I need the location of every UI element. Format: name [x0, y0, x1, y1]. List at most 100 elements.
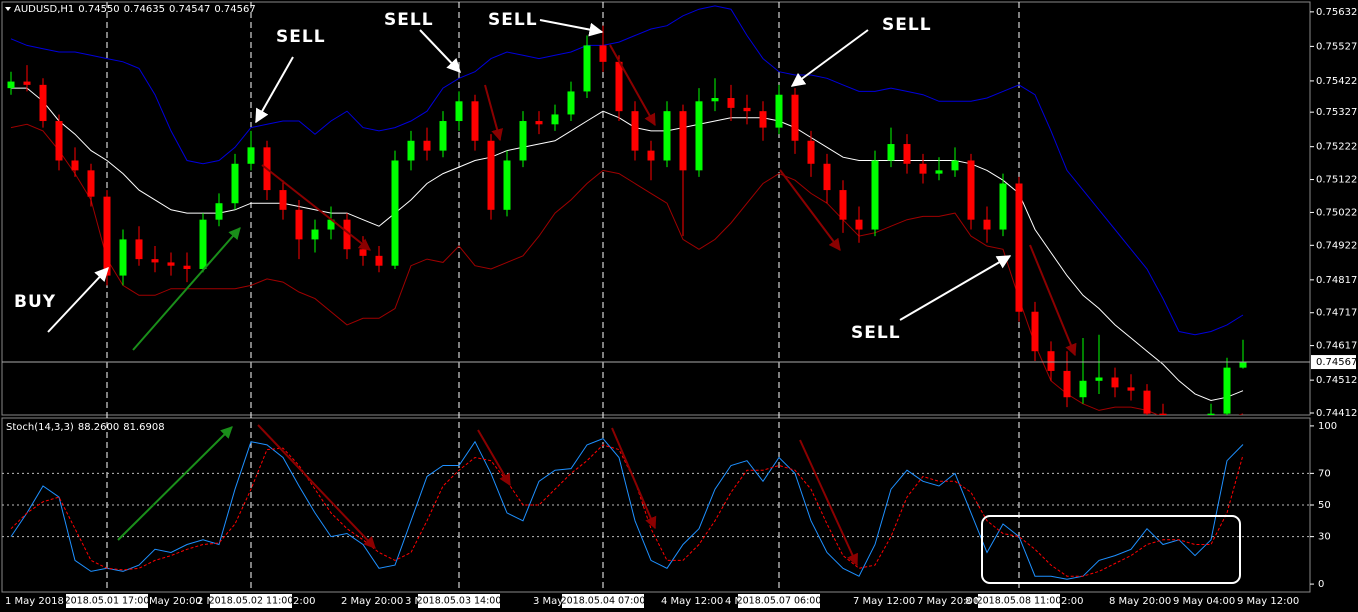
candle-body: [743, 107, 751, 112]
x-tick-label: 2018.05.02 11:00: [209, 596, 294, 607]
stoch-title: Stoch(14,3,3) 88.2600 81.6908: [6, 422, 165, 433]
x-label-box: [418, 594, 500, 608]
y-tick-label: 50: [1318, 500, 1331, 511]
arrow: [779, 169, 841, 251]
candle-body: [391, 160, 399, 266]
candle-body: [167, 262, 175, 266]
candle-body: [103, 196, 111, 276]
annotations: SELL SELL SELL SELL BUY SELL: [14, 10, 1241, 584]
y-tick-label: 0.74412: [1316, 408, 1357, 419]
candle-body: [1047, 351, 1055, 371]
annotation: SELL: [488, 10, 538, 30]
annotation: SELL: [276, 27, 326, 47]
candle-body: [135, 239, 143, 260]
candle-body: [503, 160, 511, 210]
candle-body: [631, 111, 639, 151]
candle-body: [215, 203, 223, 220]
candle-body: [183, 265, 191, 269]
candle-body: [71, 160, 79, 171]
x-tick-label: 9 May 04:00: [1173, 596, 1235, 607]
arrow: [477, 429, 511, 487]
arrow: [261, 164, 371, 251]
candle-body: [647, 150, 655, 161]
candle-body: [327, 219, 335, 230]
annotation: BUY: [14, 292, 56, 312]
candle-body: [7, 81, 15, 89]
candle-body: [999, 183, 1007, 230]
y-tick-label: 0.75327: [1316, 107, 1357, 118]
y-tick-label: 0.75527: [1316, 41, 1357, 52]
candle-body: [1143, 390, 1151, 414]
candle-body: [775, 94, 783, 128]
chart-title: AUDUSD,H1 0.74550 0.74635 0.74547 0.74567: [14, 4, 256, 15]
arrow: [899, 255, 1012, 321]
indicator-line: [10, 444, 1244, 577]
y-tick-label: 0.75422: [1316, 76, 1357, 87]
x-tick-label: 2018.05.07 06:00: [737, 596, 822, 607]
x-tick-label: 8 May 20:00: [1109, 596, 1171, 607]
candle-body: [1159, 413, 1167, 415]
arrow: [1029, 244, 1077, 357]
candle-body: [855, 219, 863, 230]
arrow: [257, 424, 376, 549]
last-price-box: [1311, 355, 1356, 370]
candle-body: [311, 229, 319, 240]
candle-body: [599, 45, 607, 62]
annotation: SELL: [882, 15, 932, 35]
candle-body: [663, 111, 671, 161]
candle-body: [935, 170, 943, 174]
y-tick-label: 0: [1318, 579, 1324, 590]
candle-body: [1127, 387, 1135, 391]
arrow: [790, 29, 869, 87]
x-label-box: [562, 594, 644, 608]
x-tick-label: 9 May 12:00: [1237, 596, 1299, 607]
indicator-line: [10, 5, 1244, 336]
candle-body: [439, 121, 447, 151]
y-tick-label: 0.75632: [1316, 7, 1357, 18]
x-label-box: [738, 594, 820, 608]
candle-body: [343, 219, 351, 250]
candle-body: [919, 163, 927, 174]
candle-body: [23, 81, 31, 85]
candle-body: [231, 163, 239, 204]
candle-body: [1239, 362, 1247, 368]
y-tick-label: 0.74922: [1316, 240, 1357, 251]
candle-body: [791, 94, 799, 141]
candle-body: [375, 255, 383, 266]
x-label-box: [210, 594, 292, 608]
x-tick-label: 2:00: [293, 596, 315, 607]
candle-body: [55, 121, 63, 161]
candle-body: [1095, 377, 1103, 381]
candle-body: [519, 121, 527, 161]
candle-body: [1015, 183, 1023, 312]
candle-body: [423, 140, 431, 151]
candle-body: [119, 239, 127, 276]
candle-body: [359, 249, 367, 256]
x-tick-label: 7 May 12:00: [853, 596, 915, 607]
x-tick-label: 2 M: [197, 596, 215, 607]
candle-body: [887, 144, 895, 161]
candle-body: [471, 101, 479, 141]
green-arrows: [117, 227, 241, 541]
x-tick-label: 2 May 20:00: [341, 596, 403, 607]
candle-body: [583, 45, 591, 92]
y-tick-label: 70: [1318, 468, 1331, 479]
y-tick-label: 0.75222: [1316, 142, 1357, 153]
candle-body: [1079, 380, 1087, 398]
arrow: [47, 266, 109, 333]
last-price-label: 0.74567: [1316, 357, 1357, 368]
candle-body: [983, 219, 991, 230]
candle-body: [247, 147, 255, 164]
x-tick-label: 4 May 12:00: [661, 596, 723, 607]
x-tick-label: 3 May 20:0: [533, 596, 589, 607]
x-tick-label: 2018.05.03 14:00: [417, 596, 502, 607]
candle-body: [951, 160, 959, 171]
candle-body: [1063, 370, 1071, 398]
candle-body: [615, 61, 623, 112]
candle-body: [839, 190, 847, 220]
main-plot: [2, 5, 1310, 415]
main-panel: [1, 1, 1311, 416]
red-arrows: [257, 44, 1077, 567]
